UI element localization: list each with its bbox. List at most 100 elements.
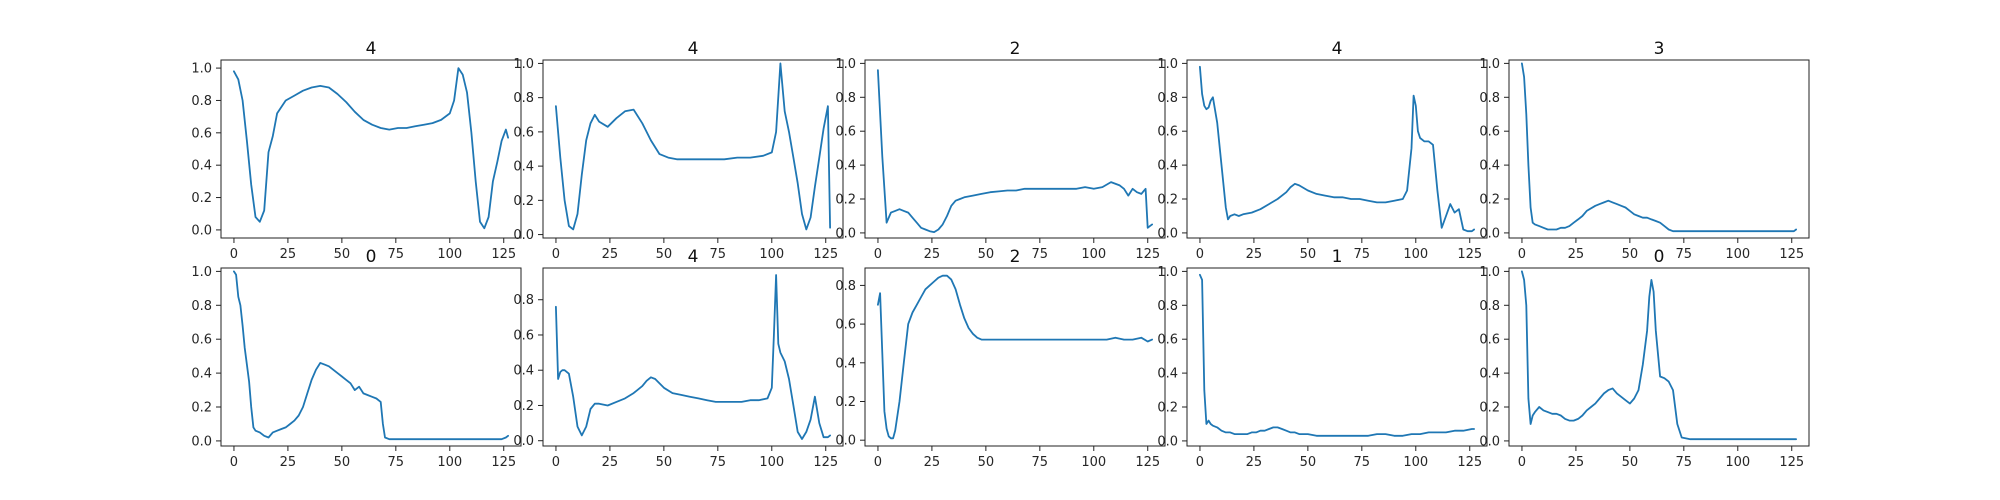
y-tick-label: 0.0: [513, 228, 534, 243]
y-tick-label: 0.2: [1479, 401, 1500, 416]
y-tick-label: 0.2: [191, 401, 212, 416]
y-tick-label: 0.6: [835, 318, 856, 333]
x-tick-label: 125: [813, 455, 838, 470]
y-tick-label: 0.6: [191, 126, 212, 141]
y-tick-label: 0.2: [835, 193, 856, 208]
y-tick-label: 0.8: [513, 91, 534, 106]
axes-frame: [220, 59, 522, 239]
x-tick-label: 0: [1196, 247, 1204, 262]
y-tick-label: 0.8: [1479, 299, 1500, 314]
x-tick-label: 50: [978, 455, 995, 470]
y-tick-label: 0.8: [1479, 91, 1500, 106]
x-tick-label: 75: [1354, 247, 1371, 262]
y-tick-label: 0.0: [191, 434, 212, 449]
x-tick-label: 125: [491, 455, 516, 470]
y-tick-label: 0.0: [1479, 434, 1500, 449]
axes-frame: [864, 267, 1166, 447]
x-tick-label: 100: [1403, 247, 1428, 262]
y-tick-label: 0.8: [513, 293, 534, 308]
y-tick-label: 0.6: [1479, 125, 1500, 140]
x-tick-label: 75: [388, 455, 405, 470]
x-tick-label: 0: [874, 247, 882, 262]
y-tick-label: 0.2: [835, 395, 856, 410]
x-tick-label: 75: [710, 455, 727, 470]
x-tick-label: 100: [1725, 455, 1750, 470]
subplot-title: 4: [366, 39, 377, 59]
y-tick-label: 0.0: [191, 223, 212, 238]
x-tick-label: 100: [1081, 455, 1106, 470]
x-tick-label: 50: [334, 247, 351, 262]
x-tick-label: 0: [1196, 455, 1204, 470]
x-tick-label: 100: [437, 455, 462, 470]
x-tick-label: 75: [1676, 455, 1693, 470]
y-tick-label: 0.2: [1157, 401, 1178, 416]
y-tick-label: 0.2: [1157, 193, 1178, 208]
axes-frame: [1186, 267, 1488, 447]
subplot-6: 0 25 50 75 100 125 0.0 0.2 0.4 0.6 0.8 1.0 0: [191, 247, 522, 470]
axes-frame: [1508, 59, 1810, 239]
x-tick-label: 25: [1246, 247, 1263, 262]
y-tick-label: 0.6: [513, 125, 534, 140]
subplot-title: 4: [688, 39, 699, 59]
x-tick-label: 75: [710, 247, 727, 262]
axes-frame: [1508, 267, 1810, 447]
x-tick-label: 100: [1403, 455, 1428, 470]
y-tick-label: 0.8: [835, 279, 856, 294]
y-tick-label: 0.0: [835, 434, 856, 449]
y-tick-label: 0.0: [1479, 226, 1500, 241]
subplot-title: 0: [1654, 247, 1665, 267]
subplot-10: 0 25 50 75 100 125 0.0 0.2 0.4 0.6 0.8 1.0 0: [1479, 247, 1810, 470]
x-tick-label: 75: [1354, 455, 1371, 470]
y-tick-label: 0.6: [191, 333, 212, 348]
x-tick-label: 125: [1135, 247, 1160, 262]
series-line: [555, 62, 831, 231]
y-tick-label: 0.2: [513, 399, 534, 414]
y-tick-label: 0.0: [835, 226, 856, 241]
subplot-title: 0: [366, 247, 377, 267]
x-tick-label: 100: [437, 247, 462, 262]
x-tick-label: 0: [874, 455, 882, 470]
x-tick-label: 75: [1032, 247, 1049, 262]
y-tick-label: 0.6: [1157, 125, 1178, 140]
x-tick-label: 100: [1725, 247, 1750, 262]
x-tick-label: 75: [1676, 247, 1693, 262]
y-tick-label: 0.6: [1157, 333, 1178, 348]
x-tick-label: 25: [280, 247, 297, 262]
y-tick-label: 1.0: [1157, 265, 1178, 280]
x-tick-label: 125: [1135, 455, 1160, 470]
y-tick-label: 1.0: [513, 57, 534, 72]
y-tick-label: 0.2: [1479, 193, 1500, 208]
series-line: [877, 274, 1153, 440]
x-tick-label: 100: [759, 455, 784, 470]
subplot-5: 0 25 50 75 100 125 0.0 0.2 0.4 0.6 0.8 1.0 3: [1479, 39, 1810, 262]
x-tick-label: 25: [602, 247, 619, 262]
subplot-2: 0 25 50 75 100 125 0.0 0.2 0.4 0.6 0.8 1.0 4: [513, 39, 844, 262]
y-tick-label: 0.8: [1157, 91, 1178, 106]
x-tick-label: 0: [552, 247, 560, 262]
x-tick-label: 25: [924, 455, 941, 470]
x-tick-label: 0: [230, 247, 238, 262]
axes-frame: [864, 59, 1166, 239]
x-tick-label: 50: [656, 455, 673, 470]
series-line: [1199, 273, 1475, 437]
x-tick-label: 25: [1568, 455, 1585, 470]
subplot-4: 0 25 50 75 100 125 0.0 0.2 0.4 0.6 0.8 1.0 4: [1157, 39, 1488, 262]
x-tick-label: 50: [1300, 247, 1317, 262]
y-tick-label: 0.2: [191, 191, 212, 206]
y-tick-label: 1.0: [191, 62, 212, 77]
subplot-title: 4: [688, 247, 699, 267]
y-tick-label: 0.4: [835, 159, 856, 174]
x-tick-label: 25: [280, 455, 297, 470]
x-tick-label: 125: [491, 247, 516, 262]
series-line: [877, 69, 1153, 234]
axes-frame: [542, 59, 844, 239]
y-tick-label: 0.4: [191, 367, 212, 382]
y-tick-label: 0.4: [1157, 159, 1178, 174]
series-line: [1521, 62, 1797, 233]
y-tick-label: 0.4: [513, 364, 534, 379]
series-line: [555, 274, 831, 440]
y-tick-label: 1.0: [835, 57, 856, 72]
subplot-title: 2: [1010, 39, 1021, 59]
y-tick-label: 0.4: [1157, 367, 1178, 382]
x-tick-label: 125: [1779, 247, 1804, 262]
